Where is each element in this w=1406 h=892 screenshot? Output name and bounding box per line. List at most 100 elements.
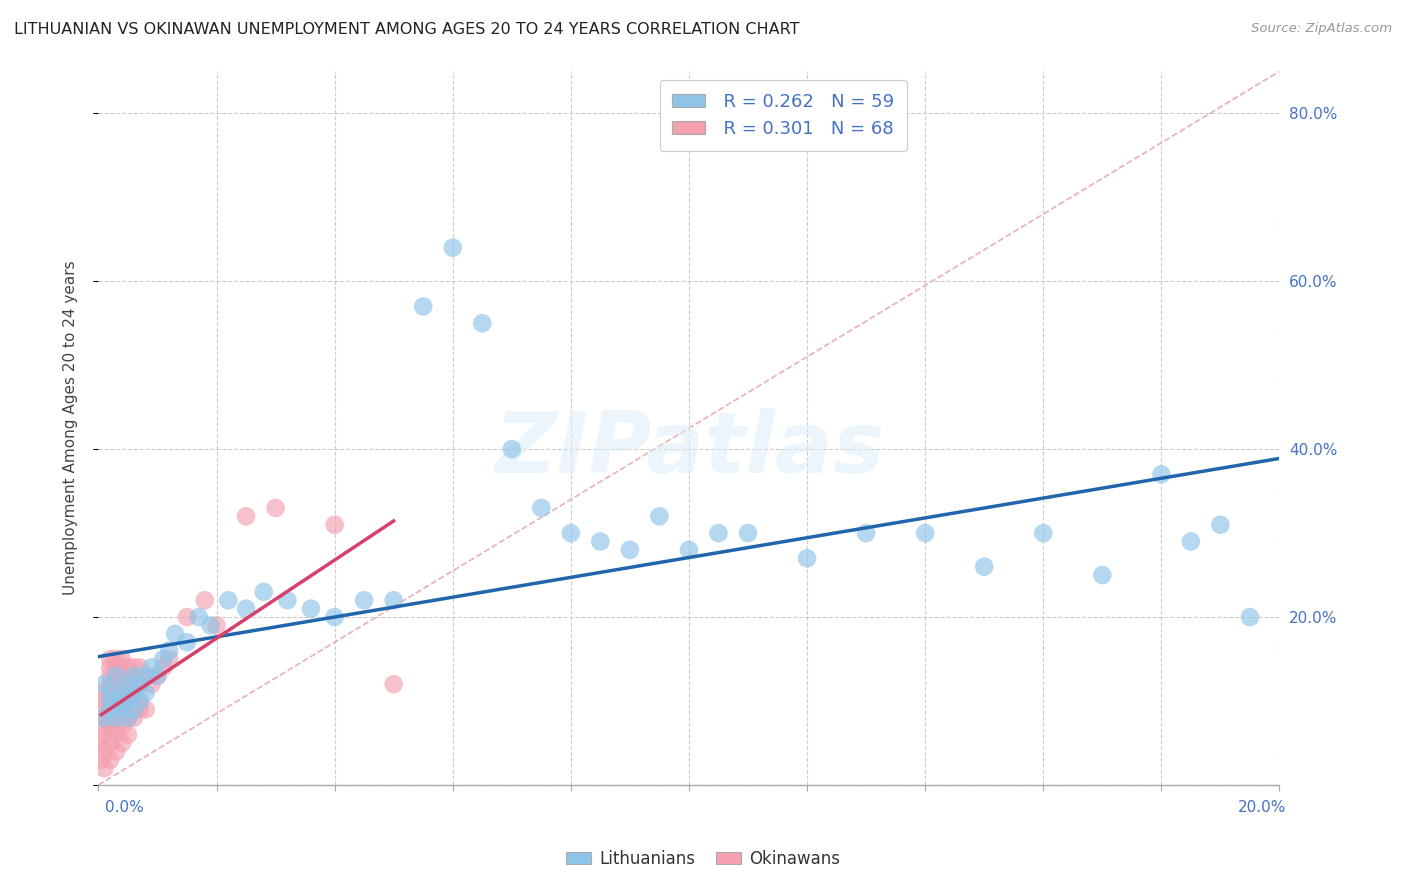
Point (235, 601, 257, 615)
Y-axis label: Unemployment Among Ages 20 to 24 years: Unemployment Among Ages 20 to 24 years (63, 260, 77, 596)
Point (205, 618, 228, 632)
Point (117, 677, 139, 691)
Point (93, 702, 115, 716)
Point (141, 660, 163, 674)
Point (105, 711, 128, 725)
Point (530, 500, 553, 515)
Point (382, 677, 405, 691)
Point (98, 702, 121, 716)
Text: 0.0%: 0.0% (105, 800, 145, 814)
Point (117, 660, 139, 674)
Point (117, 711, 139, 725)
Point (135, 702, 157, 716)
Point (471, 316, 494, 330)
Point (187, 610, 209, 624)
Point (98, 677, 121, 691)
Point (93, 719, 115, 733)
Point (1209, 517, 1232, 532)
Point (122, 669, 145, 683)
Point (157, 652, 180, 666)
Point (299, 601, 322, 615)
Point (135, 669, 157, 683)
Point (323, 610, 346, 624)
Point (105, 702, 128, 716)
Point (152, 652, 174, 666)
Text: 20.0%: 20.0% (1239, 800, 1286, 814)
Legend:   R = 0.262   N = 59,   R = 0.301   N = 68: R = 0.262 N = 59, R = 0.301 N = 68 (659, 80, 907, 151)
Point (111, 694, 134, 708)
Legend: Lithuanians, Okinawans: Lithuanians, Okinawans (560, 844, 846, 875)
Point (128, 677, 150, 691)
Point (146, 669, 169, 683)
Text: ZIPatlas: ZIPatlas (494, 408, 884, 491)
Point (98, 694, 121, 708)
Point (111, 736, 134, 750)
Point (146, 669, 169, 683)
Point (128, 660, 150, 674)
Point (122, 702, 145, 716)
Point (122, 685, 145, 699)
Point (93, 761, 115, 775)
Point (105, 694, 128, 708)
Point (619, 542, 641, 557)
Point (105, 694, 128, 708)
Point (353, 593, 375, 607)
Point (98, 669, 121, 683)
Point (111, 719, 134, 733)
Point (98, 685, 121, 699)
Point (93, 728, 115, 742)
Point (200, 618, 222, 632)
Point (737, 526, 759, 541)
Point (176, 635, 198, 649)
Point (98, 702, 121, 716)
Point (98, 753, 121, 767)
Point (105, 711, 128, 725)
Point (111, 652, 134, 666)
Point (98, 685, 121, 699)
Point (111, 711, 134, 725)
Point (264, 500, 287, 515)
Text: LITHUANIAN VS OKINAWAN UNEMPLOYMENT AMONG AGES 20 TO 24 YEARS CORRELATION CHART: LITHUANIAN VS OKINAWAN UNEMPLOYMENT AMON… (14, 22, 800, 37)
Point (98, 711, 121, 725)
Point (105, 669, 128, 683)
Point (105, 652, 128, 666)
Point (165, 627, 187, 641)
Point (93, 711, 115, 725)
Point (122, 677, 145, 691)
Point (111, 685, 134, 699)
Point (111, 694, 134, 708)
Point (117, 685, 139, 699)
Point (93, 677, 115, 691)
Point (914, 526, 936, 541)
Point (105, 685, 128, 699)
Point (122, 694, 145, 708)
Point (253, 585, 276, 599)
Point (135, 669, 157, 683)
Point (122, 660, 145, 674)
Point (141, 677, 163, 691)
Point (855, 526, 877, 541)
Point (117, 702, 139, 716)
Point (1150, 467, 1173, 482)
Point (90, 753, 112, 767)
Point (117, 694, 139, 708)
Point (217, 593, 239, 607)
Point (589, 534, 612, 549)
Point (111, 685, 134, 699)
Point (105, 669, 128, 683)
Point (98, 660, 121, 674)
Point (105, 660, 128, 674)
Point (560, 526, 582, 541)
Point (117, 677, 139, 691)
Point (117, 711, 139, 725)
Point (93, 744, 115, 758)
Point (117, 728, 139, 742)
Point (98, 652, 121, 666)
Point (648, 509, 671, 524)
Point (111, 702, 134, 716)
Point (501, 442, 523, 457)
Point (796, 551, 818, 566)
Point (194, 593, 217, 607)
Point (111, 702, 134, 716)
Point (1180, 534, 1202, 549)
